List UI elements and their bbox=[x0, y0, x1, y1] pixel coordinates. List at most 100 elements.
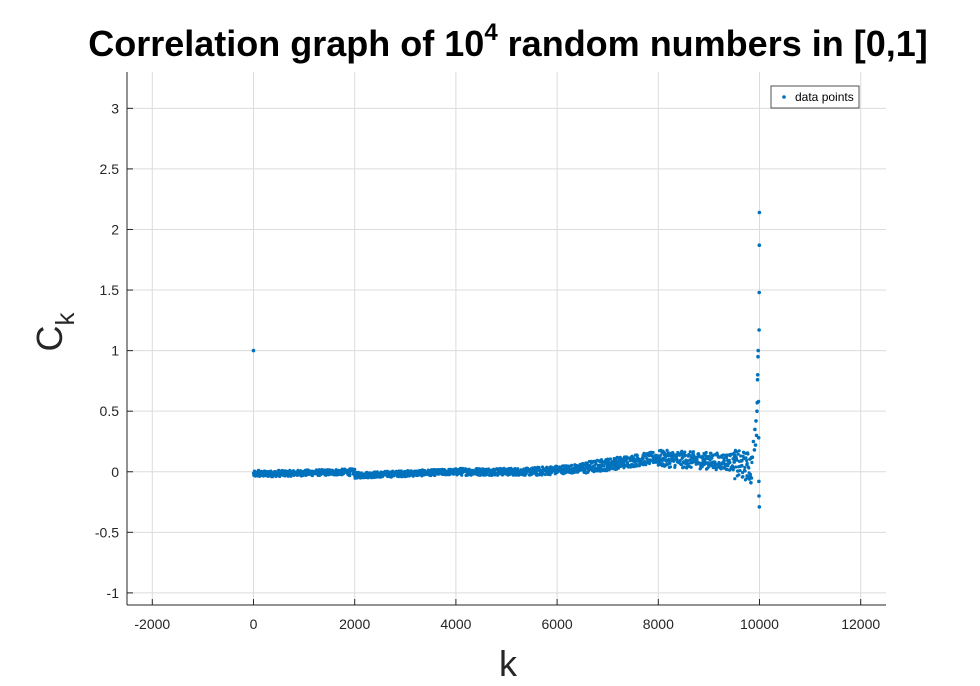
data-point bbox=[757, 479, 761, 484]
data-point bbox=[685, 465, 689, 469]
data-point bbox=[714, 468, 718, 472]
data-point bbox=[251, 348, 256, 353]
data-point bbox=[739, 454, 743, 458]
data-point bbox=[679, 463, 684, 467]
data-point bbox=[750, 460, 754, 465]
data-point bbox=[704, 450, 708, 455]
data-point bbox=[590, 465, 595, 469]
data-point bbox=[709, 451, 713, 455]
data-point bbox=[743, 465, 747, 470]
data-point bbox=[757, 505, 762, 509]
data-point bbox=[355, 476, 359, 480]
data-point bbox=[600, 463, 605, 468]
data-point bbox=[297, 471, 301, 475]
data-point bbox=[347, 473, 352, 478]
y-tick-label: 2 bbox=[111, 221, 119, 237]
x-axis-label: k bbox=[499, 643, 518, 684]
data-point bbox=[647, 461, 652, 466]
data-point bbox=[277, 468, 281, 473]
data-point bbox=[743, 469, 747, 473]
data-point bbox=[681, 460, 686, 464]
data-point bbox=[740, 463, 744, 468]
data-point bbox=[665, 462, 670, 467]
data-point bbox=[307, 471, 312, 475]
y-tick-label: -1 bbox=[107, 585, 120, 601]
data-point bbox=[671, 459, 676, 463]
data-point bbox=[746, 452, 750, 456]
data-point bbox=[680, 449, 684, 453]
data-point bbox=[368, 473, 372, 478]
data-point bbox=[509, 470, 514, 474]
data-point bbox=[611, 462, 615, 467]
legend-box bbox=[770, 85, 860, 109]
data-point bbox=[600, 460, 604, 464]
data-point bbox=[722, 459, 726, 463]
data-point bbox=[750, 455, 755, 460]
chart-title-main: Correlation graph of 10 bbox=[88, 23, 484, 64]
x-tick-label: 6000 bbox=[542, 616, 573, 632]
data-point bbox=[751, 439, 756, 444]
data-point bbox=[287, 470, 291, 474]
data-point bbox=[479, 470, 484, 474]
data-point bbox=[732, 460, 736, 464]
data-point bbox=[464, 467, 468, 471]
x-tick-label: -2000 bbox=[134, 616, 170, 632]
data-point bbox=[668, 465, 673, 469]
data-point bbox=[745, 462, 749, 467]
data-point bbox=[256, 468, 261, 473]
data-point bbox=[489, 470, 494, 474]
y-tick-label: 3 bbox=[111, 100, 119, 116]
data-point bbox=[725, 467, 729, 472]
data-point bbox=[641, 456, 645, 461]
y-tick-label: 1.5 bbox=[100, 282, 120, 298]
data-point bbox=[747, 466, 751, 470]
data-point bbox=[608, 457, 613, 461]
data-point bbox=[485, 472, 489, 476]
chart-title: Correlation graph of 104 random numbers … bbox=[88, 19, 928, 64]
y-axis-label: Ck bbox=[29, 312, 80, 352]
data-point bbox=[469, 470, 473, 474]
x-tick-label: 4000 bbox=[440, 616, 471, 632]
x-tick-label: 0 bbox=[250, 616, 258, 632]
data-point bbox=[519, 470, 524, 474]
y-tick-label: 0.5 bbox=[100, 403, 120, 419]
data-point bbox=[756, 354, 760, 359]
data-point bbox=[428, 471, 433, 475]
data-point bbox=[757, 243, 762, 247]
data-point bbox=[689, 465, 693, 469]
data-point bbox=[757, 290, 761, 295]
data-point bbox=[748, 472, 753, 476]
data-point bbox=[583, 468, 587, 472]
data-point bbox=[592, 470, 596, 474]
data-point bbox=[757, 494, 761, 498]
data-point bbox=[688, 450, 692, 454]
data-point bbox=[665, 448, 669, 452]
data-point bbox=[757, 210, 762, 215]
data-point bbox=[644, 463, 648, 467]
data-point bbox=[570, 463, 574, 467]
data-point bbox=[353, 467, 357, 471]
x-tick-label: 2000 bbox=[339, 616, 370, 632]
data-point bbox=[702, 460, 706, 464]
data-point bbox=[691, 459, 696, 463]
data-point bbox=[737, 473, 741, 477]
data-point bbox=[358, 473, 362, 478]
data-point bbox=[266, 470, 271, 474]
data-point bbox=[733, 477, 737, 481]
data-point bbox=[540, 470, 544, 474]
data-point bbox=[757, 328, 761, 332]
data-point bbox=[459, 470, 463, 474]
data-point bbox=[631, 459, 635, 463]
data-point bbox=[678, 459, 682, 463]
data-point bbox=[667, 457, 671, 461]
data-point bbox=[628, 459, 632, 463]
data-point bbox=[734, 465, 738, 469]
data-point bbox=[755, 373, 760, 377]
data-point bbox=[550, 468, 554, 473]
data-point bbox=[651, 455, 655, 460]
data-point bbox=[646, 458, 650, 462]
data-point bbox=[756, 348, 760, 353]
data-point bbox=[486, 467, 491, 471]
data-point bbox=[753, 443, 758, 447]
